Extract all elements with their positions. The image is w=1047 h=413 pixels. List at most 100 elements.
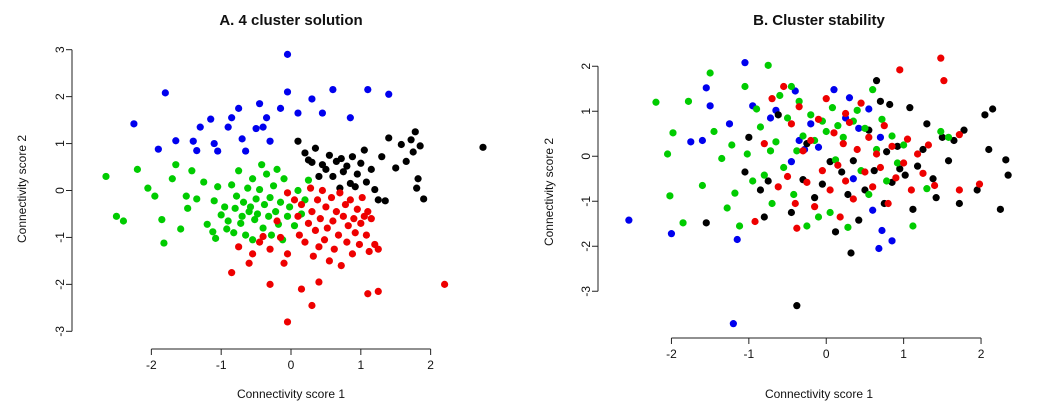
data-point xyxy=(294,212,302,220)
data-point xyxy=(679,219,687,227)
data-point xyxy=(301,149,309,157)
data-point xyxy=(849,157,857,165)
data-point xyxy=(875,244,883,253)
data-point xyxy=(332,208,340,216)
data-point xyxy=(320,236,329,244)
data-point xyxy=(814,213,823,221)
data-point xyxy=(865,105,873,113)
data-point xyxy=(652,98,660,106)
data-point xyxy=(919,145,927,154)
data-point xyxy=(161,89,169,97)
x-tick-label: 0 xyxy=(823,347,830,361)
data-point xyxy=(822,127,830,136)
data-point xyxy=(937,127,945,136)
data-point xyxy=(844,190,852,199)
data-point xyxy=(329,172,337,181)
panel-title: B. Cluster stability xyxy=(753,12,885,29)
data-point xyxy=(154,145,162,153)
data-point xyxy=(420,195,428,203)
data-point xyxy=(217,211,225,219)
data-point xyxy=(255,238,264,246)
data-point xyxy=(975,180,984,188)
data-point xyxy=(260,200,269,209)
data-point xyxy=(795,103,803,111)
data-point xyxy=(818,180,826,188)
data-point xyxy=(276,198,285,206)
data-point xyxy=(112,212,121,220)
data-point xyxy=(334,231,343,239)
data-point xyxy=(989,105,997,113)
data-point xyxy=(353,205,361,213)
data-point xyxy=(803,178,811,186)
data-point xyxy=(238,212,246,220)
data-point xyxy=(315,243,323,251)
data-point xyxy=(849,175,857,183)
data-point xyxy=(814,115,823,123)
data-point xyxy=(358,193,366,202)
data-point xyxy=(869,206,877,214)
data-point xyxy=(937,54,945,62)
data-point xyxy=(855,124,863,132)
data-point xyxy=(235,104,243,112)
x-axis-label: Connectivity score 1 xyxy=(237,387,345,401)
data-point xyxy=(725,120,734,128)
data-point xyxy=(259,123,267,131)
data-point xyxy=(826,186,834,194)
data-point xyxy=(172,161,180,169)
data-point xyxy=(330,245,338,253)
data-point xyxy=(909,222,917,230)
data-point xyxy=(741,59,749,67)
data-point xyxy=(346,196,354,204)
data-point xyxy=(235,243,243,251)
data-point xyxy=(861,124,869,132)
data-point xyxy=(831,228,840,236)
data-point xyxy=(313,196,322,204)
data-point xyxy=(907,186,915,194)
data-point xyxy=(751,217,759,226)
data-point xyxy=(706,69,714,77)
data-point xyxy=(929,175,937,183)
y-tick-label: -2 xyxy=(579,241,593,252)
data-point xyxy=(286,203,294,211)
data-point xyxy=(273,217,281,225)
data-point xyxy=(341,200,350,209)
data-point xyxy=(749,177,757,185)
data-point xyxy=(364,85,372,94)
data-point xyxy=(230,229,238,237)
data-point xyxy=(353,170,361,178)
data-point xyxy=(706,102,714,110)
data-point xyxy=(684,97,693,105)
data-point xyxy=(774,183,782,191)
data-point xyxy=(188,167,196,175)
data-point xyxy=(295,231,303,239)
data-point xyxy=(294,137,302,145)
data-point xyxy=(787,120,796,128)
data-point xyxy=(888,132,896,140)
data-point xyxy=(262,114,271,122)
data-point xyxy=(760,171,768,179)
data-point xyxy=(266,137,274,145)
data-point xyxy=(258,161,266,169)
y-tick-label: 0 xyxy=(53,187,67,194)
data-point xyxy=(955,131,963,139)
data-point xyxy=(743,150,751,158)
data-point xyxy=(955,199,963,208)
data-point xyxy=(311,226,320,234)
y-tick-label: 1 xyxy=(579,108,593,115)
data-point xyxy=(297,285,306,293)
data-point xyxy=(283,250,292,258)
data-point xyxy=(304,176,313,184)
data-point xyxy=(267,231,276,239)
data-point xyxy=(402,157,410,165)
data-point xyxy=(409,148,417,156)
data-point xyxy=(830,86,838,94)
data-point xyxy=(242,147,250,155)
data-point xyxy=(793,147,801,155)
data-point xyxy=(932,194,940,202)
data-point xyxy=(893,159,902,167)
data-point xyxy=(306,184,315,192)
data-point xyxy=(923,185,931,193)
data-point xyxy=(304,219,313,227)
data-point xyxy=(731,189,739,197)
data-point xyxy=(371,185,379,194)
